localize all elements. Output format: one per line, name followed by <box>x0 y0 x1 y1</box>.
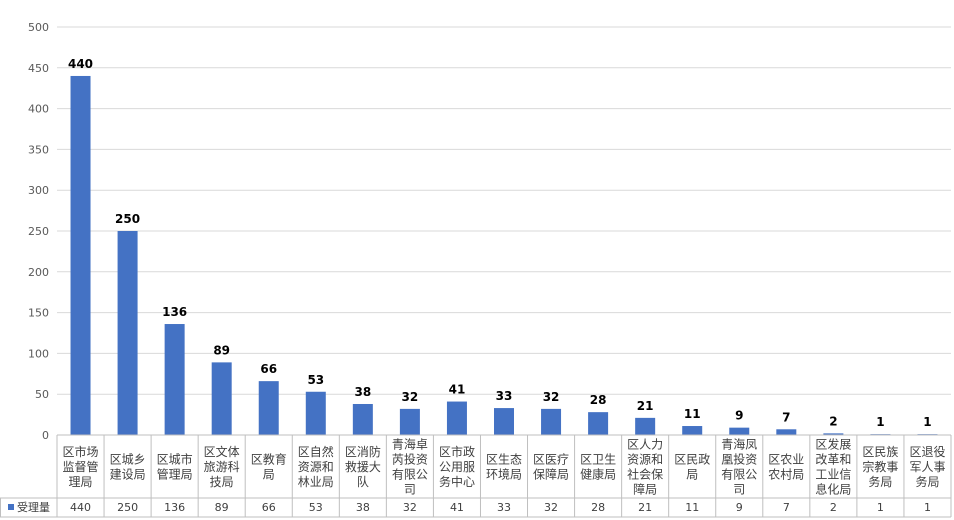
bar <box>776 429 797 435</box>
table-value: 38 <box>356 501 370 514</box>
table-value: 41 <box>450 501 464 514</box>
data-label: 440 <box>68 57 93 71</box>
y-tick-label: 500 <box>28 21 49 34</box>
y-tick-label: 200 <box>28 266 49 279</box>
y-axis-ticks: 0 50 100 150 200 250 300 350 400 450 500 <box>28 21 49 442</box>
category-label: 区人力资源和社会保障局 <box>627 438 663 497</box>
bar <box>446 401 467 435</box>
data-label: 9 <box>735 409 743 423</box>
data-label: 250 <box>115 212 140 226</box>
table-value: 9 <box>736 501 743 514</box>
table-value: 66 <box>262 501 276 514</box>
y-tick-label: 350 <box>28 143 49 156</box>
data-label: 66 <box>260 362 277 376</box>
data-table: 区市场监督管理局区城乡建设局区城市管理局区文体旅游科技局区教育局区自然资源和林业… <box>0 434 952 518</box>
bar <box>117 231 138 435</box>
y-tick-label: 450 <box>28 62 49 75</box>
bar <box>588 412 609 435</box>
bar <box>211 362 232 435</box>
category-label: 区市场监督管理局 <box>63 444 99 489</box>
table-value: 32 <box>544 501 558 514</box>
table-value: 1 <box>924 501 931 514</box>
table-value: 33 <box>497 501 511 514</box>
bar <box>635 417 656 435</box>
category-label: 区医疗保障局 <box>533 453 569 482</box>
bar <box>70 75 91 436</box>
y-tick-label: 250 <box>28 225 49 238</box>
data-label: 41 <box>449 383 466 397</box>
category-label: 区退役军人事务局 <box>909 444 945 489</box>
data-label: 1 <box>876 415 884 429</box>
data-label: 53 <box>307 373 324 387</box>
table-value: 53 <box>309 501 323 514</box>
category-label: 区发展改革和工业信息化局 <box>815 437 851 497</box>
category-label: 区市政公用服务中心 <box>439 444 475 489</box>
bars <box>70 75 938 436</box>
data-label: 136 <box>162 305 187 319</box>
data-label: 21 <box>637 399 654 413</box>
table-value: 440 <box>70 501 91 514</box>
gridlines <box>57 26 951 436</box>
category-label: 区城市管理局 <box>157 452 193 482</box>
y-tick-label: 100 <box>28 347 49 360</box>
table-value: 2 <box>830 501 837 514</box>
data-label: 28 <box>590 393 607 407</box>
series-name: 受理量 <box>17 501 50 514</box>
bar <box>258 381 279 435</box>
category-label: 区民政局 <box>674 453 710 482</box>
data-label: 38 <box>354 385 371 399</box>
table-value: 89 <box>215 501 229 514</box>
category-label: 区农业农村局 <box>768 453 804 482</box>
data-label: 1 <box>923 415 931 429</box>
data-label: 11 <box>684 407 701 421</box>
table-value: 136 <box>164 501 185 514</box>
data-label: 33 <box>496 389 513 403</box>
table-value: 1 <box>877 501 884 514</box>
table-value: 11 <box>685 501 699 514</box>
category-label: 区文体旅游科技局 <box>204 444 240 489</box>
data-label: 7 <box>782 410 790 424</box>
category-label: 区城乡建设局 <box>110 453 146 482</box>
table-value: 21 <box>638 501 652 514</box>
table-value: 250 <box>117 501 138 514</box>
category-label: 青海凤凰投资有限公司 <box>721 437 757 497</box>
bar <box>494 408 514 435</box>
y-tick-label: 150 <box>28 307 49 320</box>
category-label: 区自然资源和林业局 <box>298 444 334 489</box>
bar <box>305 391 326 435</box>
table-value: 32 <box>403 501 417 514</box>
category-label: 区卫生健康局 <box>580 453 616 482</box>
bar <box>823 433 844 435</box>
table-value: 28 <box>591 501 605 514</box>
y-tick-label: 300 <box>28 184 49 197</box>
y-tick-label: 0 <box>42 429 49 442</box>
data-label: 2 <box>829 414 837 428</box>
category-label: 区民族宗教事务局 <box>862 445 898 489</box>
bar <box>729 427 750 435</box>
category-label: 区生态环境局 <box>486 453 522 482</box>
data-label: 32 <box>543 390 560 404</box>
bar <box>399 408 420 435</box>
bar <box>541 408 562 435</box>
category-label: 青海卓芮投资有限公司 <box>392 437 428 497</box>
bar <box>352 403 373 435</box>
category-label: 区消防救援大队 <box>345 444 381 489</box>
bar <box>164 324 185 435</box>
data-label: 32 <box>402 390 419 404</box>
legend-swatch <box>8 504 14 510</box>
y-tick-label: 50 <box>35 388 49 401</box>
table-value: 7 <box>783 501 790 514</box>
data-label: 89 <box>213 343 230 357</box>
category-label: 区教育局 <box>251 452 287 482</box>
bar <box>682 426 703 435</box>
y-tick-label: 400 <box>28 103 49 116</box>
